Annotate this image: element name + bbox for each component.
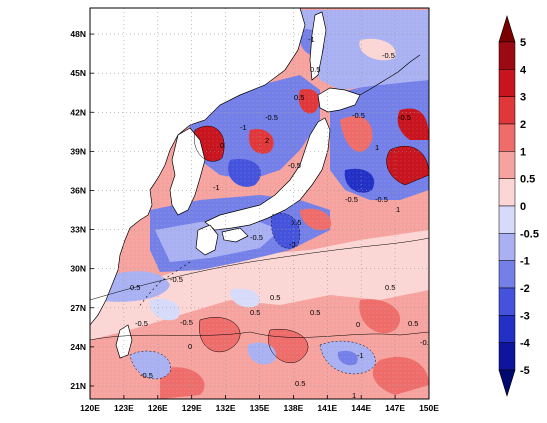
contour-label: 1 xyxy=(396,205,400,214)
colorbar-label: 4 xyxy=(520,64,527,76)
contour-label: -0.5 xyxy=(398,113,411,122)
contour-label: -0.5 xyxy=(288,161,301,170)
contour-label: 0 xyxy=(188,342,192,351)
lat-tick-label: 24N xyxy=(70,342,86,352)
contour-label: -0.5 xyxy=(375,195,388,204)
contour-label: -0.5 xyxy=(265,113,278,122)
lat-tick-label: 36N xyxy=(70,185,86,195)
contour-label: 2 xyxy=(265,136,269,145)
colorbar-label: 3 xyxy=(520,92,526,104)
colorbar-label: -0.5 xyxy=(520,228,539,240)
contour-label: -0.5 xyxy=(250,233,263,242)
lon-tick-label: 126E xyxy=(148,403,168,413)
colorbar-label: 1 xyxy=(520,146,526,158)
colorbar-segment xyxy=(498,41,516,70)
lon-tick-label: 138E xyxy=(283,403,303,413)
colorbar-label: -5 xyxy=(520,365,530,377)
contour-label: -0.5 xyxy=(180,318,193,327)
colorbar-segment xyxy=(498,233,516,261)
contour-label: -0.5 xyxy=(382,51,395,60)
colorbar-segment xyxy=(498,342,516,371)
colorbar-label: 5 xyxy=(520,37,526,49)
contour-label: 0 xyxy=(356,320,360,329)
contour-label: 1.5 xyxy=(291,218,301,227)
contour-label: -1 xyxy=(357,351,364,360)
contour-label: -0.5 xyxy=(140,371,153,380)
colorbar-segment xyxy=(498,151,516,179)
contour-label: 0 xyxy=(220,141,224,150)
lat-tick-label: 48N xyxy=(70,29,86,39)
lat-tick-label: 21N xyxy=(70,381,86,391)
contour-label: 0.5 xyxy=(408,319,418,328)
lon-tick-label: 141E xyxy=(317,403,337,413)
contour-label: -1 xyxy=(308,35,315,44)
hokkaido xyxy=(317,87,361,113)
colorbar-segment xyxy=(498,315,516,343)
contour-label: 0.5 xyxy=(310,65,320,74)
contour-label: -3 xyxy=(289,240,296,249)
lon-tick-label: 120E xyxy=(80,403,100,413)
lat-tick-label: 42N xyxy=(70,107,86,117)
lat-tick-label: 33N xyxy=(70,225,86,235)
colorbar-label: 0 xyxy=(520,201,526,213)
colorbar-segment xyxy=(498,260,516,289)
contour-label: 0.5 xyxy=(310,308,320,317)
colorbar-label: -2 xyxy=(520,283,530,295)
colorbar-min-arrow xyxy=(498,369,516,398)
contour-label: 0.5 xyxy=(294,93,304,102)
shikoku xyxy=(221,227,249,243)
contour-label: 0.5 xyxy=(270,293,280,302)
contour-label: 0.5 xyxy=(130,283,140,292)
colorbar-segment xyxy=(498,96,516,125)
lon-tick-label: 147E xyxy=(385,403,405,413)
colorbar-max-arrow xyxy=(498,14,516,43)
lat-tick-label: 45N xyxy=(70,68,86,78)
taiwan xyxy=(115,324,133,359)
colorbar-label: -1 xyxy=(520,256,530,268)
axis-ticks: 120E 123E 126E 129E 132E 135E 138E 141E 144E 147E… xyxy=(70,29,439,413)
sakhalin xyxy=(309,11,327,81)
kuril-islands xyxy=(359,54,421,96)
lon-tick-label: 129E xyxy=(182,403,202,413)
lat-tick-label: 39N xyxy=(70,146,86,156)
contour-label: -0.5 xyxy=(420,338,433,347)
lat-tick-label: 30N xyxy=(70,264,86,274)
colorbar-segment xyxy=(498,287,516,316)
colorbar-label: 2 xyxy=(520,119,526,131)
lon-tick-label: 135E xyxy=(250,403,270,413)
lon-tick-label: 144E xyxy=(351,403,371,413)
lon-tick-label: 150E xyxy=(419,403,439,413)
colorbar-label: -4 xyxy=(520,338,531,350)
contour-label: 1 xyxy=(375,143,379,152)
lat-tick-label: 27N xyxy=(70,303,86,313)
lon-tick-label: 132E xyxy=(216,403,236,413)
map-gridlines xyxy=(90,8,429,399)
colorbar-label: -3 xyxy=(520,310,530,322)
contour-label: -0.5 xyxy=(135,319,148,328)
colorbar: 5 4 3 2 1 0.5 0 -0.5 -1 -2 -3 -4 -5 xyxy=(498,14,539,398)
contour-label: -1 xyxy=(240,123,247,132)
contour-label: 0.5 xyxy=(295,379,305,388)
lon-tick-label: 123E xyxy=(114,403,134,413)
contour-label: -0.5 xyxy=(170,275,183,284)
contour-label: 0.5 xyxy=(250,308,260,317)
contour-label: 1 xyxy=(352,391,356,400)
contour-label: 0.5 xyxy=(385,283,395,292)
contour-label: -0.5 xyxy=(345,195,358,204)
asian-mainland xyxy=(90,8,306,326)
colorbar-segment xyxy=(498,69,516,97)
contour-label: -0.5 xyxy=(352,111,365,120)
ryukyu-islands xyxy=(137,261,191,309)
colorbar-segment xyxy=(498,205,516,234)
colorbar-label: 0.5 xyxy=(520,174,535,186)
contour-label: -1 xyxy=(213,183,220,192)
kyushu xyxy=(195,224,219,256)
colorbar-segment xyxy=(498,178,516,207)
colorbar-segment xyxy=(498,123,516,152)
